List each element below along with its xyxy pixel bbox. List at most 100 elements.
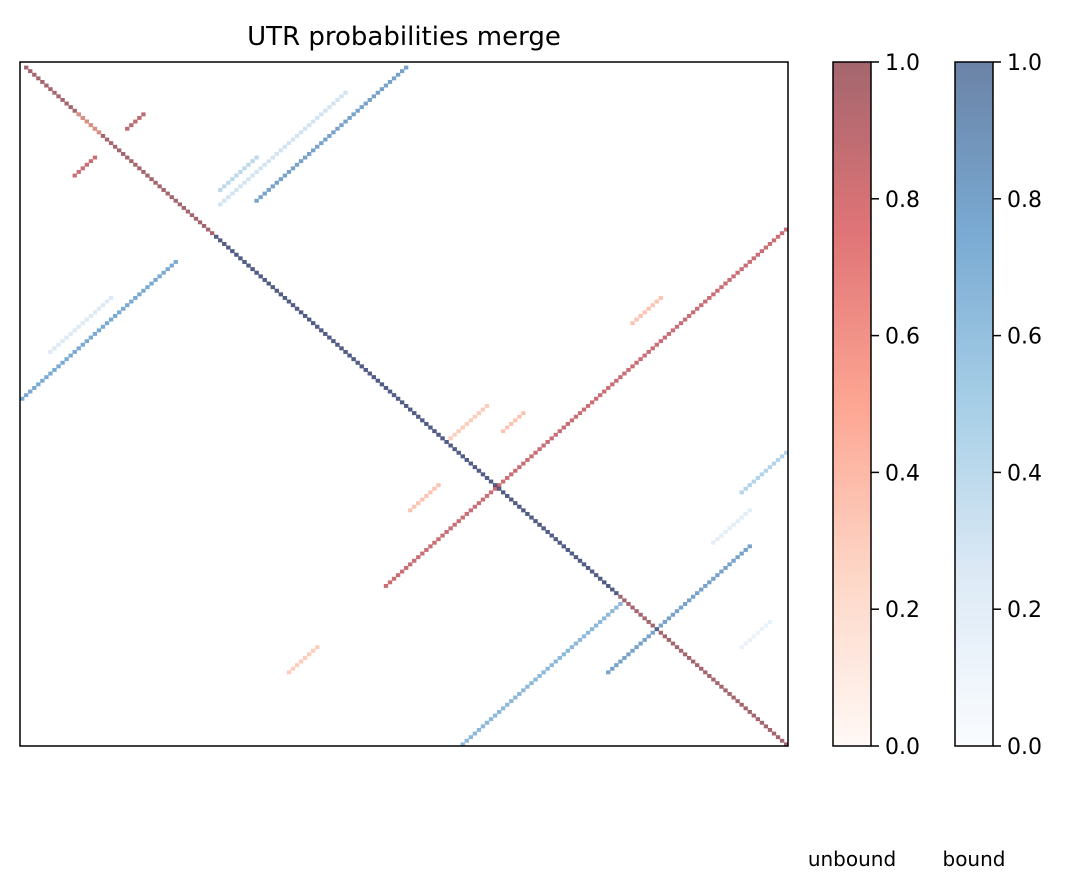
heatmap-cell-unbound [614,378,619,383]
colorbar-tick-label: 0.6 [1007,325,1042,350]
heatmap-cell-bound [266,188,271,192]
heatmap-cell-unbound [711,677,716,682]
heatmap-cell-unbound [133,119,138,124]
colorbar-tick-label: 0.8 [885,188,920,213]
heatmap-cell-unbound [682,317,688,322]
heatmap-cell-bound [149,281,154,286]
heatmap-cell-unbound [40,80,45,84]
heatmap-cell-bound [682,602,688,606]
heatmap-cell-bound [545,666,550,671]
heatmap-cell-unbound [638,357,643,362]
heatmap-cell-bound [96,328,102,333]
heatmap-cell-bound [658,623,663,628]
heatmap-cell-unbound [104,137,110,142]
heatmap-cell-bound [537,522,542,527]
heatmap-cell-bound [747,638,752,642]
heatmap-cell-unbound [464,512,469,516]
heatmap-cell-bound [452,447,457,452]
heatmap-cell-unbound [460,425,465,430]
heatmap-cell-unbound [444,530,449,534]
heatmap-cell-unbound [177,202,182,207]
heatmap-cell-bound [339,123,344,128]
heatmap-cell-bound [545,530,550,534]
heatmap-cell-bound [501,490,506,495]
heatmap-cell-unbound [690,310,696,315]
heatmap-cell-bound [505,494,510,498]
heatmap-cell-unbound [767,728,773,732]
heatmap-cell-unbound [476,501,482,506]
heatmap-cell-bound [282,144,288,149]
heatmap-cell-unbound [513,468,518,473]
heatmap-cell-bound [133,296,138,300]
heatmap-cell-unbound [72,108,77,113]
heatmap-cell-unbound [28,69,33,74]
heatmap-cell-unbound [646,350,651,354]
heatmap-cell-bound [335,342,340,347]
heatmap-cell-unbound [759,249,765,254]
heatmap-cell-bound [416,414,421,419]
heatmap-cell-bound [351,357,356,362]
heatmap-cell-bound [266,159,271,164]
heatmap-cell-bound [464,458,469,462]
heatmap-cell-unbound [666,332,672,336]
heatmap-cell-bound [412,411,417,416]
heatmap-cell-bound [258,274,263,279]
heatmap-cell-unbound [24,65,29,70]
heatmap-cell-unbound [622,598,627,603]
heatmap-cell-bound [642,638,647,642]
heatmap-cell-bound [375,378,381,383]
heatmap-cell-bound [585,630,591,635]
heatmap-cell-unbound [311,648,316,653]
heatmap-cell-bound [282,296,288,300]
heatmap-cell-unbound [509,472,514,477]
heatmap-cell-bound [549,663,554,668]
heatmap-cell-bound [541,670,546,675]
plot-frame [19,61,789,747]
heatmap-cell-bound [501,706,506,711]
heatmap-cell-bound [331,101,336,106]
heatmap-cell-bound [100,303,106,308]
heatmap-cell-bound [488,479,494,484]
heatmap-cell-bound [513,501,518,506]
heatmap-cell-bound [646,634,651,639]
heatmap-cell-bound [306,317,312,322]
heatmap-cell-bound [218,202,223,207]
heatmap-cell-bound [125,303,130,308]
heatmap-cell-unbound [112,144,118,149]
heatmap-cell-bound [214,234,219,239]
heatmap-cell-unbound [412,504,417,509]
colorbar-tick-label: 0.8 [1007,188,1042,213]
heatmap-cell-bound [323,108,328,113]
heatmap-cell-bound [294,306,300,311]
heatmap-cell-unbound [424,548,429,552]
heatmap-cell-unbound [169,195,174,200]
heatmap-cell-unbound [634,317,639,322]
heatmap-cell-bound [581,634,587,639]
heatmap-cell-unbound [428,490,433,495]
heatmap-cell-unbound [606,386,611,390]
heatmap-cell-bound [589,627,595,632]
heatmap-cell-unbound [561,425,566,430]
heatmap-cell-bound [246,263,251,268]
heatmap-cell-unbound [650,303,655,308]
heatmap-cell-unbound [686,314,692,318]
heatmap-cell-unbound [436,483,441,488]
heatmap-cell-bound [553,537,558,542]
heatmap-cell-bound [375,90,381,95]
heatmap-cell-unbound [68,105,73,110]
heatmap-cell-unbound [771,238,777,243]
heatmap-cell-unbound [557,429,562,434]
heatmap-cell-unbound [416,501,421,506]
heatmap-cell-bound [311,321,316,326]
heatmap-cell-unbound [56,94,61,99]
heatmap-cell-unbound [593,396,599,401]
heatmap-cell-bound [650,630,655,635]
heatmap-cell-unbound [472,504,478,509]
chart-title: UTR probabilities merge [247,22,561,52]
heatmap-cell-bound [666,616,672,621]
heatmap-cell-unbound [715,681,720,686]
heatmap-cell-bound [359,105,364,110]
heatmap-cell-unbound [517,465,522,470]
heatmap-cell-bound [88,314,94,318]
heatmap-cell-bound [747,483,752,488]
